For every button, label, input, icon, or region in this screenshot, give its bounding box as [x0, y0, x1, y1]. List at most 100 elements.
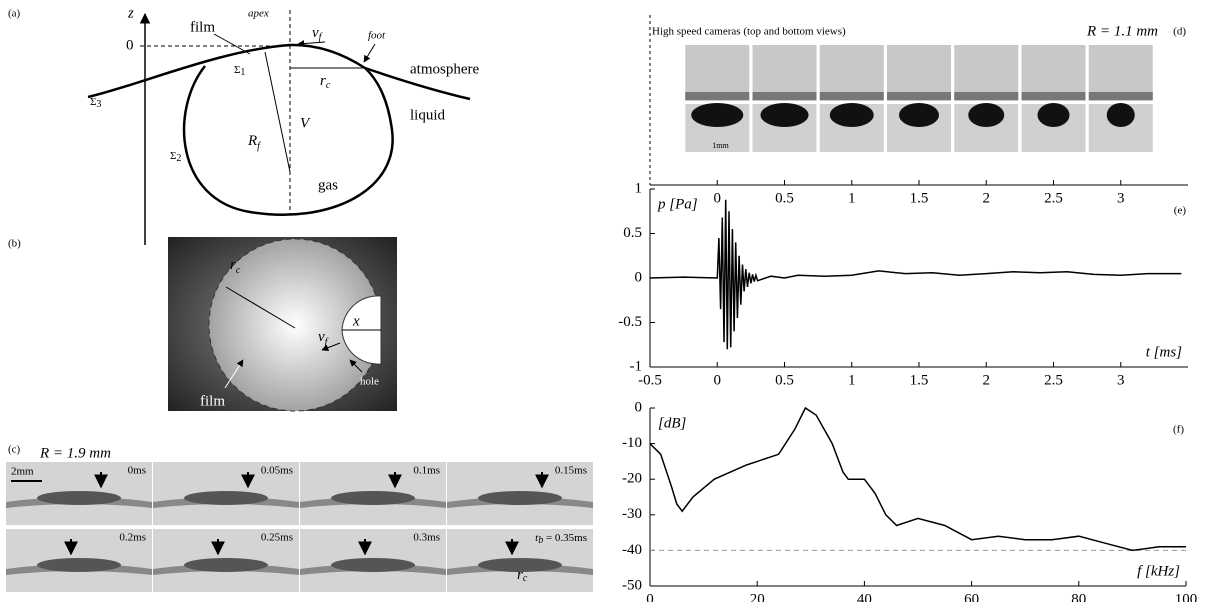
drop	[331, 558, 415, 572]
axis-label: 0	[126, 37, 134, 53]
camera-top	[1021, 45, 1086, 101]
label: foot	[368, 30, 386, 42]
scale-label: 1mm	[712, 141, 729, 150]
y-tick-label: -30	[622, 506, 642, 522]
rc-line	[225, 286, 296, 329]
drop	[184, 558, 268, 572]
label: vf	[312, 25, 323, 43]
label: V	[300, 115, 311, 131]
x-axis-label: t [ms]	[1146, 344, 1182, 360]
camera-drop	[968, 103, 1005, 127]
y-tick-label: -10	[622, 435, 642, 451]
panel-a: (a) z 0 film apex vf foot Σ1 Σ2 Σ3 rc at…	[8, 5, 479, 245]
x-tick-label: 80	[1071, 591, 1086, 602]
y-tick-label: 1	[635, 180, 643, 196]
label: hole	[360, 376, 379, 388]
label: vf	[318, 329, 329, 348]
x-tick-label: 1.5	[910, 190, 929, 206]
camera-surface	[752, 92, 817, 100]
panel-label: (e)	[1174, 205, 1187, 217]
panel-label: (d)	[1173, 26, 1186, 38]
axis-label: z	[127, 5, 134, 21]
x-tick-label: 1	[848, 372, 856, 388]
camera-drop	[899, 103, 939, 127]
x-tick-label: 40	[857, 591, 872, 602]
y-tick-label: -20	[622, 471, 642, 487]
camera-surface	[685, 92, 750, 100]
panel-b: (b) rc x vf film hole	[8, 237, 397, 412]
drop	[37, 558, 121, 572]
camera-surface	[887, 92, 951, 100]
y-tick-label: -1	[630, 358, 643, 374]
x-tick-label: 0	[714, 190, 722, 206]
camera-surface	[1088, 92, 1153, 100]
y-tick-label: -0.5	[618, 314, 642, 330]
label: film	[200, 393, 225, 409]
camera-top	[887, 45, 951, 101]
x-tick-label: 3	[1117, 372, 1125, 388]
annotation: R = 1.1 mm	[1086, 23, 1158, 39]
radius: R = 1.9 mm	[39, 445, 111, 461]
frame-label: 0.05ms	[261, 465, 293, 477]
camera-top	[954, 45, 1019, 101]
camera-top	[819, 45, 884, 101]
pointer	[213, 33, 251, 55]
line	[649, 406, 1186, 552]
label: apex	[248, 8, 269, 20]
frame-label: 0.3ms	[413, 532, 440, 544]
frame-label: 0.25ms	[261, 532, 293, 544]
panel-label: (b)	[8, 238, 21, 250]
label: liquid	[410, 107, 446, 123]
drop	[478, 491, 562, 505]
label: rc	[230, 257, 241, 276]
panel-label: (c)	[8, 444, 21, 456]
camera-surface	[954, 92, 1019, 100]
label: film	[190, 19, 215, 35]
drop	[184, 491, 268, 505]
x-tick-label: 1.5	[910, 372, 929, 388]
panel-label: (f)	[1173, 424, 1184, 436]
x-tick-label: 2.5	[1044, 190, 1063, 206]
line	[649, 199, 1182, 350]
label: Σ2	[170, 150, 181, 165]
y-axis-label: [dB]	[658, 415, 687, 431]
panel-c: (c) R = 1.9 mm 0ms 0.05ms 0.1ms 0.15ms 0.2ms…	[6, 444, 593, 592]
y-tick-label: -50	[622, 577, 642, 593]
label: atmosphere	[410, 61, 479, 77]
camera-surface	[819, 92, 884, 100]
x-tick-label: -0.5	[638, 372, 662, 388]
x-tick-label: 100	[1175, 591, 1198, 602]
x-tick-label: 2	[983, 372, 991, 388]
arrow	[363, 43, 376, 63]
label: rc	[320, 73, 331, 91]
drop	[478, 558, 562, 572]
x-tick-label: 1	[848, 190, 856, 206]
x-tick-label: 20	[750, 591, 765, 602]
bubble	[182, 65, 394, 216]
camera-drop	[1106, 103, 1135, 127]
y-axis-label: p [Pa]	[657, 196, 698, 212]
y-tick-label: 0	[635, 399, 643, 415]
x-tick-label: 0	[646, 591, 654, 602]
frame-label: 0ms	[128, 465, 146, 477]
frame-label: 0.2ms	[119, 532, 146, 544]
x-tick-label: 0.5	[775, 190, 794, 206]
label: Σ3	[90, 96, 101, 111]
camera-drop	[760, 103, 809, 127]
frame-label: 0.1ms	[413, 465, 440, 477]
camera-surface	[1021, 92, 1086, 100]
panel-label: (a)	[8, 8, 21, 20]
label: gas	[318, 177, 338, 193]
label: Rf	[247, 133, 261, 152]
camera-drop	[691, 103, 744, 127]
y-tick-label: 0	[635, 269, 643, 285]
x-tick-label: 0	[714, 372, 722, 388]
camera-drop	[829, 103, 874, 127]
x-tick-label: 2	[983, 190, 991, 206]
camera-top	[685, 45, 750, 101]
drop	[37, 491, 121, 505]
x-axis-label: f [kHz]	[1137, 563, 1180, 579]
x-tick-label: 2.5	[1044, 372, 1063, 388]
